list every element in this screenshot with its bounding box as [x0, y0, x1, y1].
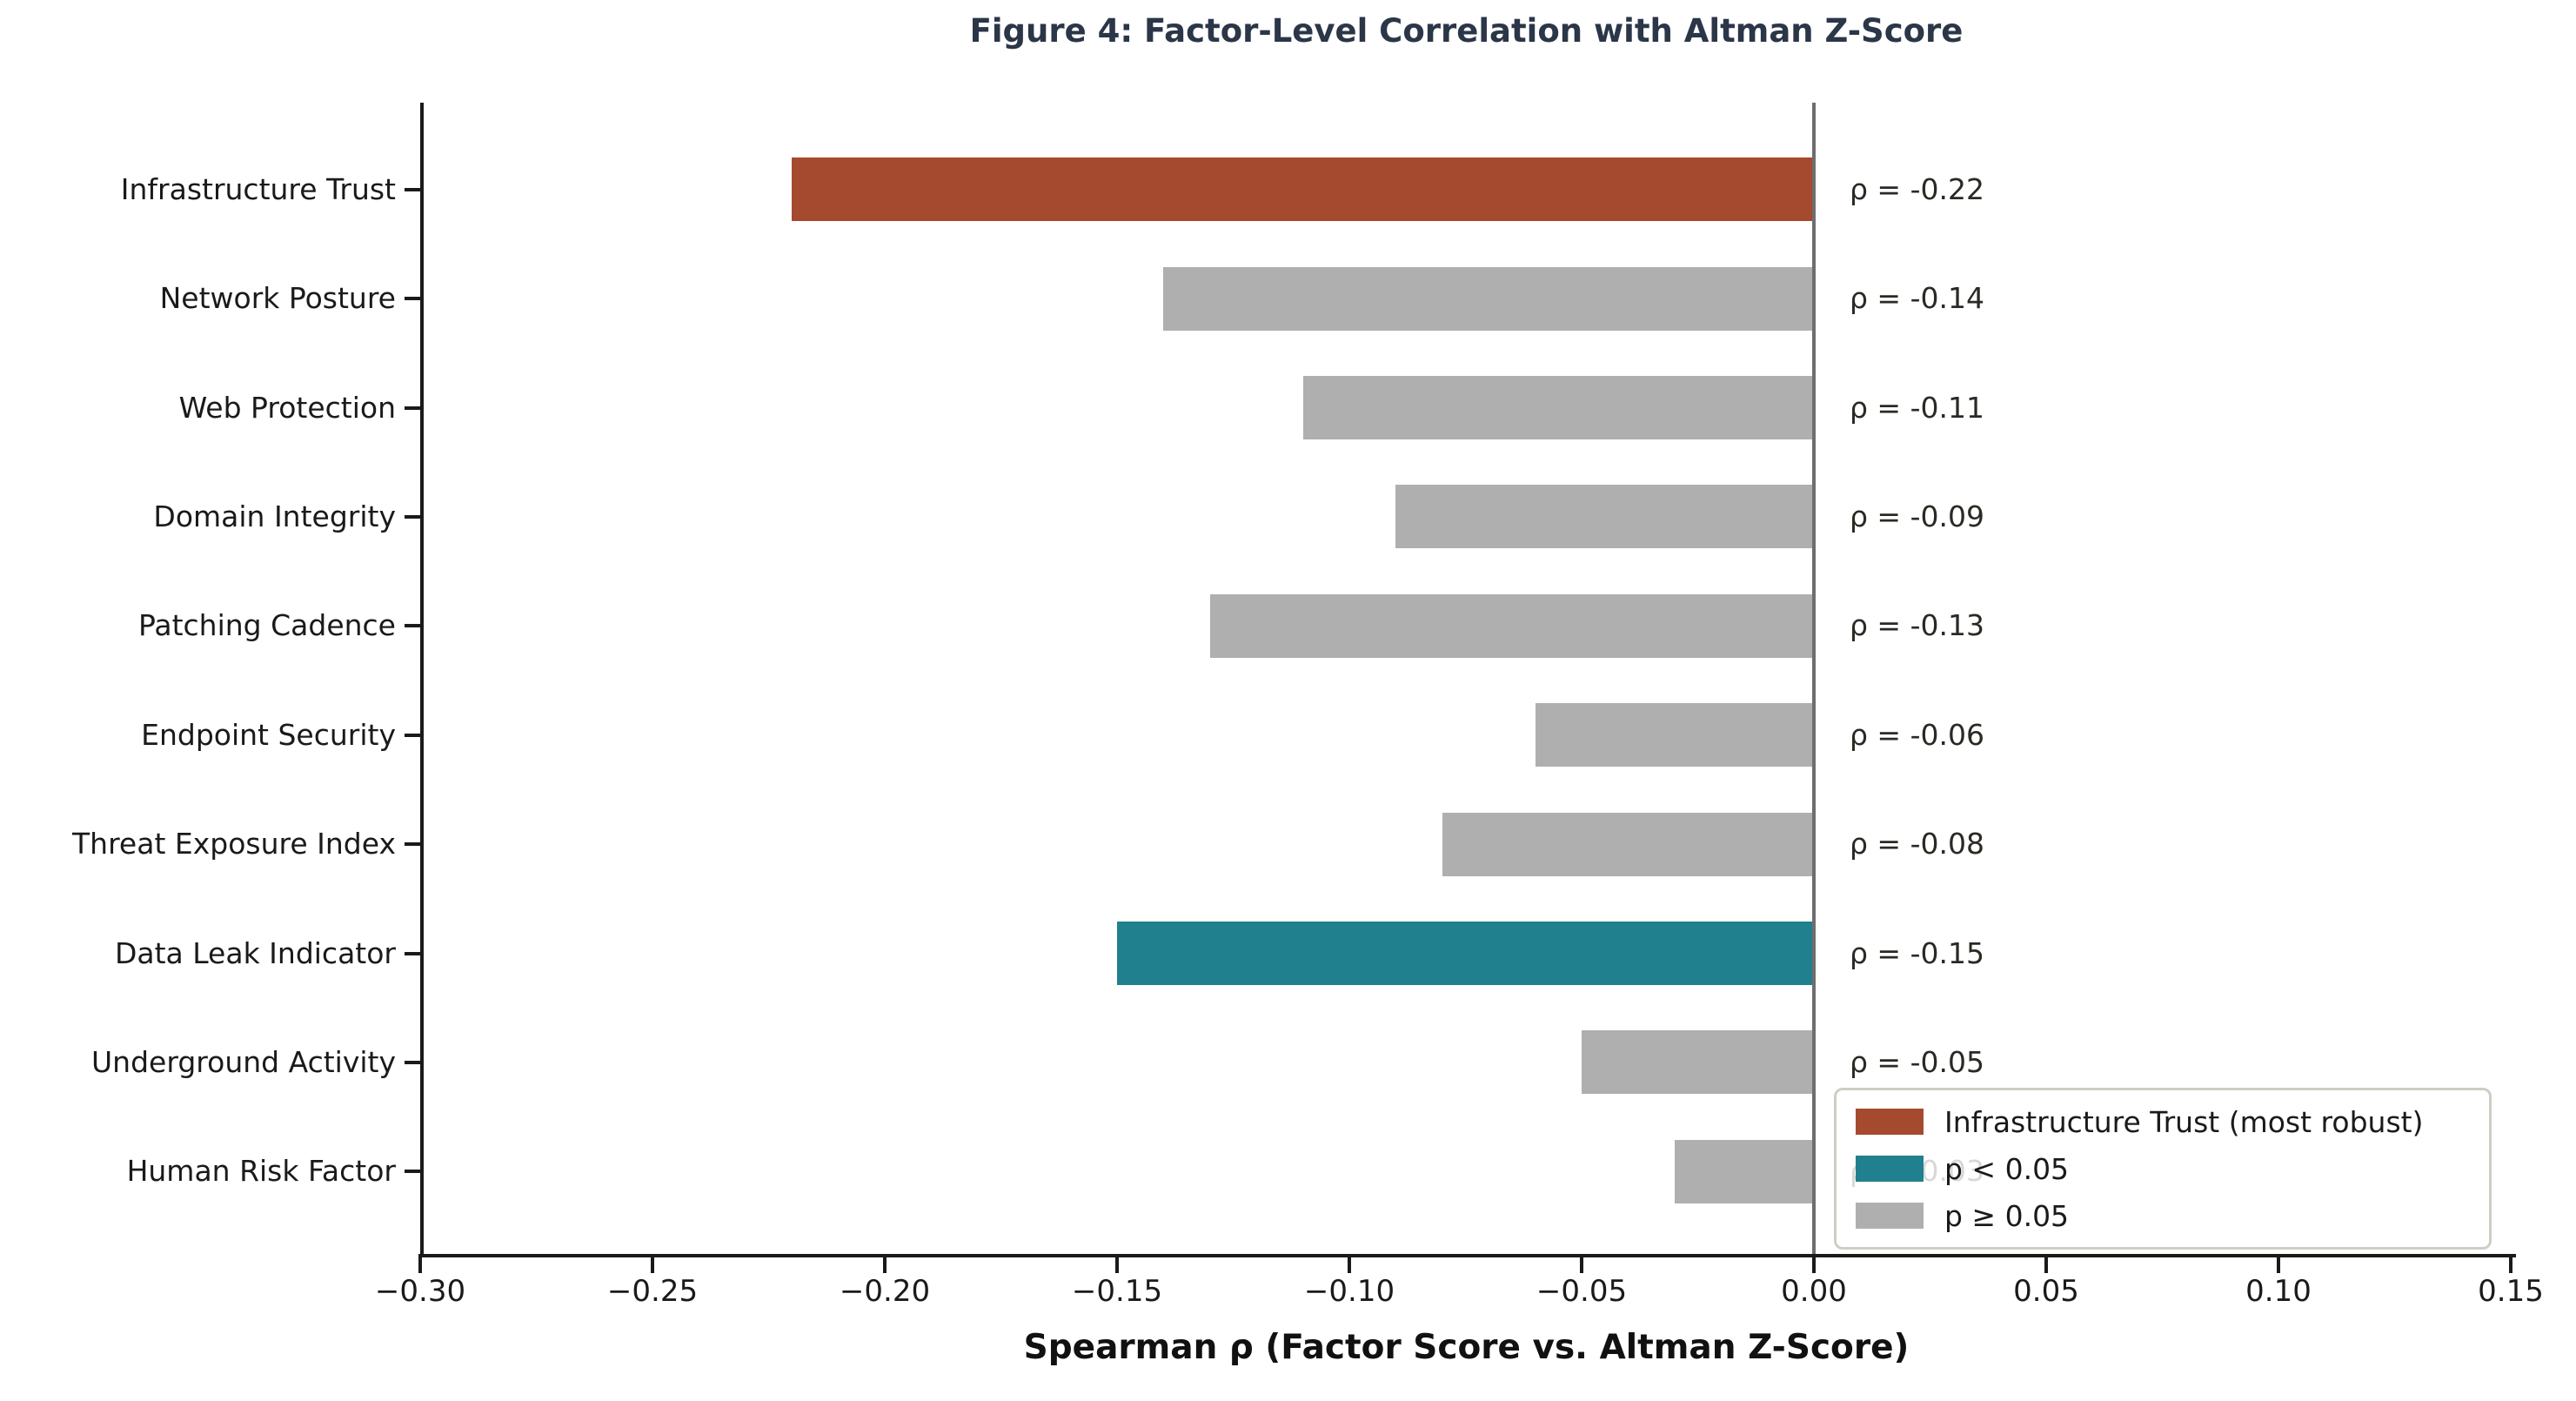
- x-tick-label-−0.10: −0.10: [1303, 1274, 1395, 1309]
- x-tick-−0.30: [418, 1257, 422, 1273]
- legend-item-not-significant: p ≥ 0.05: [1856, 1196, 2470, 1236]
- bar-threat-exposure-index: [1442, 812, 1814, 876]
- category-label-network-posture: Network Posture: [159, 281, 396, 316]
- legend-swatch-infrastructure-trust: [1856, 1109, 1924, 1135]
- bar-patching-cadence: [1209, 593, 1814, 658]
- rho-annotation-underground-activity: ρ = -0.05: [1850, 1044, 1984, 1079]
- x-tick-label-0.05: 0.05: [2013, 1274, 2079, 1309]
- category-label-endpoint-security: Endpoint Security: [141, 717, 396, 752]
- legend-swatch-significant: [1856, 1156, 1924, 1182]
- y-tick-endpoint-security: [405, 733, 420, 737]
- x-tick-−0.15: [1115, 1257, 1119, 1273]
- bar-infrastructure-trust: [792, 158, 1814, 222]
- legend-label-not-significant: p ≥ 0.05: [1944, 1198, 2070, 1233]
- category-label-infrastructure-trust: Infrastructure Trust: [120, 171, 396, 206]
- rho-annotation-domain-integrity: ρ = -0.09: [1850, 499, 1984, 533]
- bar-web-protection: [1302, 376, 1814, 439]
- x-tick-label-−0.25: −0.25: [606, 1274, 699, 1309]
- x-tick-−0.05: [1580, 1257, 1583, 1273]
- legend-swatch-not-significant: [1856, 1203, 1924, 1229]
- legend-item-significant: p < 0.05: [1856, 1149, 2470, 1189]
- y-tick-data-leak-indicator: [405, 951, 420, 955]
- rho-annotation-patching-cadence: ρ = -0.13: [1850, 608, 1984, 643]
- x-tick-label-−0.30: −0.30: [374, 1274, 466, 1309]
- bar-network-posture: [1163, 266, 1814, 331]
- category-label-threat-exposure-index: Threat Exposure Index: [72, 827, 396, 861]
- bar-underground-activity: [1582, 1030, 1814, 1095]
- y-tick-human-risk-factor: [405, 1170, 420, 1174]
- legend-item-infrastructure-trust: Infrastructure Trust (most robust): [1856, 1102, 2470, 1142]
- legend-label-significant: p < 0.05: [1944, 1151, 2070, 1186]
- bar-data-leak-indicator: [1117, 922, 1814, 985]
- legend-label-infrastructure-trust: Infrastructure Trust (most robust): [1944, 1104, 2424, 1139]
- x-tick-0.15: [2509, 1257, 2512, 1273]
- rho-annotation-data-leak-indicator: ρ = -0.15: [1850, 935, 1984, 970]
- x-tick-label-−0.15: −0.15: [1071, 1274, 1163, 1309]
- x-tick-label-0.10: 0.10: [2245, 1274, 2312, 1309]
- category-label-human-risk-factor: Human Risk Factor: [126, 1154, 396, 1189]
- y-tick-threat-exposure-index: [405, 842, 420, 847]
- x-tick-label-0.15: 0.15: [2478, 1274, 2544, 1309]
- y-tick-network-posture: [405, 297, 420, 301]
- x-tick-0.05: [2044, 1257, 2048, 1273]
- y-tick-domain-integrity: [405, 514, 420, 519]
- category-label-patching-cadence: Patching Cadence: [137, 608, 396, 643]
- category-label-web-protection: Web Protection: [178, 390, 396, 425]
- x-axis-line: [418, 1254, 2516, 1257]
- category-label-underground-activity: Underground Activity: [91, 1044, 396, 1079]
- rho-annotation-endpoint-security: ρ = -0.06: [1850, 717, 1984, 752]
- x-tick-−0.25: [651, 1257, 654, 1273]
- y-tick-web-protection: [405, 406, 420, 410]
- zero-reference-line: [1812, 103, 1816, 1254]
- y-tick-infrastructure-trust: [405, 187, 420, 191]
- x-tick-label-−0.05: −0.05: [1536, 1274, 1628, 1309]
- category-label-data-leak-indicator: Data Leak Indicator: [114, 935, 396, 970]
- x-tick-−0.20: [883, 1257, 887, 1273]
- rho-annotation-infrastructure-trust: ρ = -0.22: [1850, 171, 1984, 206]
- legend: Infrastructure Trust (most robust) p < 0…: [1834, 1088, 2492, 1250]
- x-tick-−0.10: [1348, 1257, 1351, 1273]
- y-axis-line: [420, 103, 424, 1257]
- x-tick-0.00: [1812, 1257, 1816, 1273]
- rho-annotation-network-posture: ρ = -0.14: [1850, 281, 1984, 316]
- x-tick-label-0.00: 0.00: [1781, 1274, 1847, 1309]
- x-axis-label: Spearman ρ (Factor Score vs. Altman Z-Sc…: [1023, 1328, 1910, 1367]
- rho-annotation-web-protection: ρ = -0.11: [1850, 390, 1984, 425]
- category-label-domain-integrity: Domain Integrity: [153, 499, 396, 533]
- rho-annotation-threat-exposure-index: ρ = -0.08: [1850, 827, 1984, 861]
- chart-title: Figure 4: Factor-Level Correlation with …: [969, 12, 1964, 50]
- x-tick-0.10: [2277, 1257, 2280, 1273]
- bar-endpoint-security: [1535, 703, 1814, 768]
- y-tick-patching-cadence: [405, 624, 420, 628]
- bar-domain-integrity: [1395, 485, 1814, 549]
- y-tick-underground-activity: [405, 1060, 420, 1064]
- bar-human-risk-factor: [1674, 1139, 1814, 1203]
- x-tick-label-−0.20: −0.20: [839, 1274, 931, 1309]
